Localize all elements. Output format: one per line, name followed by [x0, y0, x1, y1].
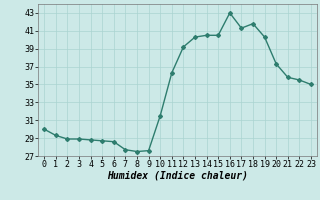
X-axis label: Humidex (Indice chaleur): Humidex (Indice chaleur): [107, 171, 248, 181]
